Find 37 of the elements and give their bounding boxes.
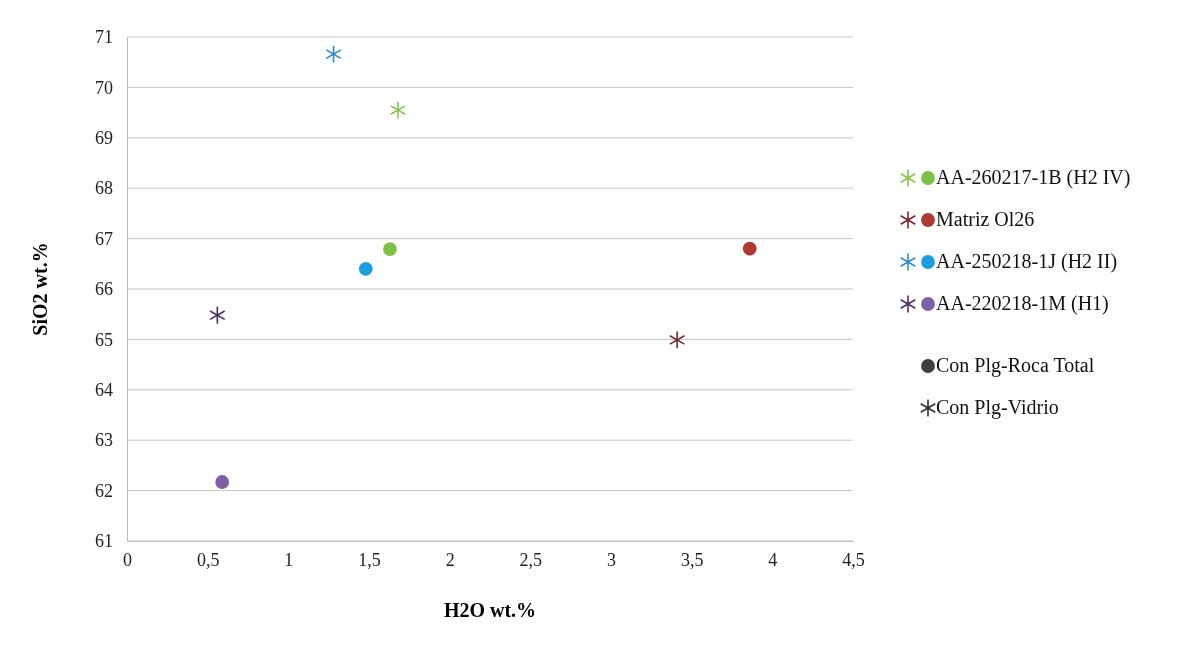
y-tick-label: 71 (95, 27, 113, 48)
point (669, 330, 686, 350)
x-tick-label: 4,5 (842, 549, 865, 570)
legend-label: AA-260217-1B (H2 IV) (936, 166, 1131, 189)
point (383, 242, 397, 257)
y-tick-label: 70 (95, 77, 113, 98)
y-tick-label: 66 (95, 279, 113, 300)
y-tick-label: 67 (95, 228, 113, 249)
point (358, 261, 373, 276)
x-tick-label: 2 (445, 549, 455, 570)
point (325, 44, 342, 64)
x-tick-label: 2,5 (519, 549, 543, 570)
point (389, 100, 407, 120)
legend-label: Con Plg-Vidrio (936, 396, 1059, 419)
x-tick-label: 1 (284, 549, 294, 570)
x-tick-label: 0,5 (196, 549, 220, 570)
point (215, 475, 230, 489)
legend-label: AA-220218-1M (H1) (936, 292, 1109, 315)
y-tick-label: 64 (95, 380, 113, 401)
legend-label: AA-250218-1J (H2 II) (936, 250, 1118, 273)
y-axis-title: SiO2 wt.% (29, 242, 51, 336)
x-tick-label: 3 (607, 549, 616, 570)
x-tick-label: 4 (768, 549, 778, 570)
x-tick-label: 3,5 (680, 549, 704, 570)
y-tick-label: 65 (95, 329, 113, 350)
x-axis-title: H2O wt.% (443, 599, 537, 621)
legend-label: Matriz Ol26 (936, 208, 1035, 230)
x-tick-label: 0 (123, 549, 132, 570)
point (742, 241, 757, 256)
legend-label: Con Plg-Roca Total (936, 354, 1095, 377)
y-tick-label: 61 (95, 531, 113, 552)
x-tick-label: 1,5 (358, 549, 381, 570)
y-tick-label: 69 (95, 128, 113, 149)
y-tick-label: 63 (95, 430, 113, 451)
y-tick-label: 68 (95, 178, 113, 199)
y-tick-label: 62 (95, 480, 113, 501)
point (209, 305, 226, 325)
